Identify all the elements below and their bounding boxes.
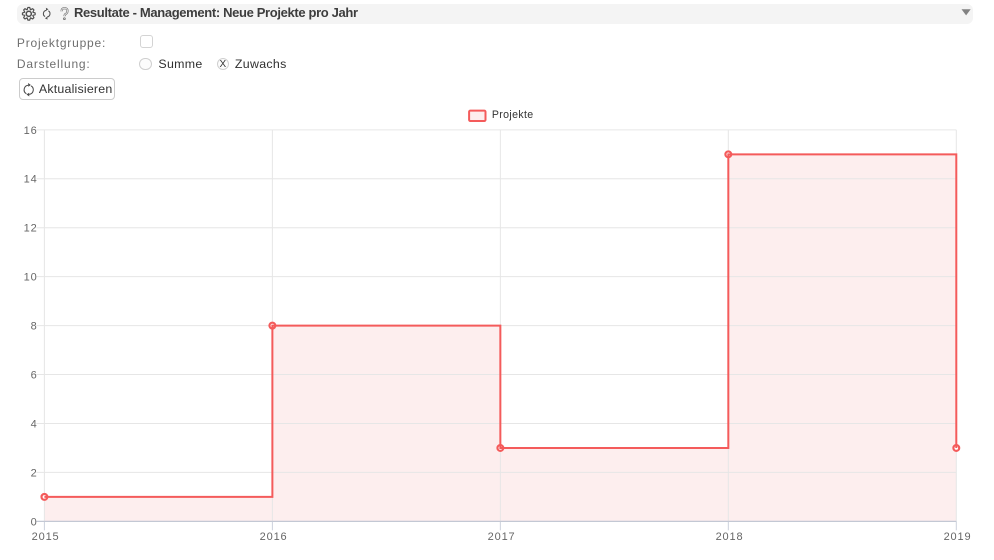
svg-text:14: 14 — [24, 174, 38, 186]
svg-text:2016: 2016 — [260, 531, 288, 543]
svg-text:12: 12 — [24, 223, 38, 235]
svg-text:Projekte: Projekte — [492, 109, 534, 121]
svg-text:8: 8 — [31, 321, 38, 333]
svg-text:16: 16 — [24, 125, 38, 137]
svg-text:4: 4 — [31, 418, 38, 430]
svg-text:0: 0 — [31, 516, 38, 528]
svg-text:2017: 2017 — [488, 531, 516, 543]
svg-text:2: 2 — [31, 467, 38, 479]
svg-text:10: 10 — [24, 272, 38, 284]
svg-text:2019: 2019 — [944, 531, 972, 543]
svg-text:2015: 2015 — [32, 531, 60, 543]
svg-text:6: 6 — [31, 369, 38, 381]
svg-text:2018: 2018 — [716, 531, 744, 543]
svg-text:Aktualisieren: Aktualisieren — [39, 81, 113, 95]
